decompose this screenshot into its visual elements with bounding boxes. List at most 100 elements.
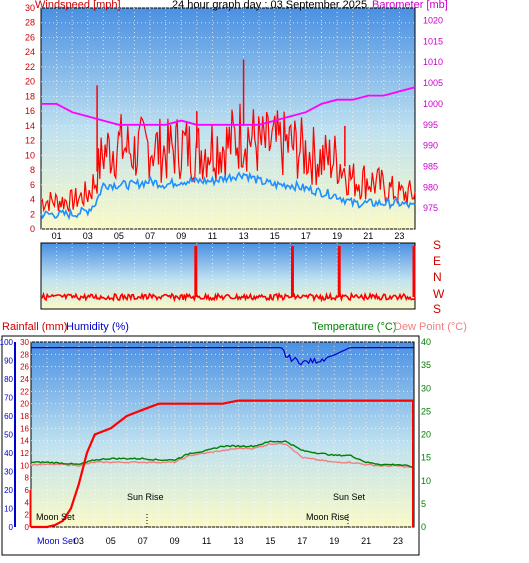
temp-x-tick-label: 13 xyxy=(233,536,243,546)
barometer-tick-label: 990 xyxy=(423,141,438,151)
rain-tick-label: 2 xyxy=(25,511,30,520)
barometer-line xyxy=(41,86,416,126)
wind-tick-label: 6 xyxy=(30,180,35,190)
wind-tick-label: 18 xyxy=(25,91,35,101)
barometer-tick-label: 975 xyxy=(423,203,438,213)
temp-tick-label: 35 xyxy=(421,360,431,370)
barometer-tick-label: 1005 xyxy=(423,78,443,88)
dewpoint-label: Dew Point (°C) xyxy=(394,321,467,333)
temp-x-tick-label: 07 xyxy=(138,536,148,546)
wind-grid xyxy=(41,7,415,230)
barometer-tick-label: 1015 xyxy=(423,36,443,46)
wind-x-tick-label: 13 xyxy=(239,231,249,241)
rain-tick-label: 28 xyxy=(20,350,29,359)
humidity-tick-label: 20 xyxy=(4,486,13,495)
compass-label: N xyxy=(433,270,442,284)
wind-series xyxy=(40,59,416,221)
chart-title: 24 hour graph day : 03 September 2025 xyxy=(172,0,367,11)
temp-x-tick-label: 17 xyxy=(297,536,307,546)
compass-label: S xyxy=(433,238,441,252)
temp-tick-label: 25 xyxy=(421,406,431,416)
humidity-tick-label: 0 xyxy=(9,523,14,532)
temp-x-tick-label: 15 xyxy=(265,536,275,546)
wind-tick-label: 30 xyxy=(25,3,35,13)
temp-x-tick-label: 23 xyxy=(393,536,403,546)
temp-x-tick-label: 03 xyxy=(74,536,84,546)
direction-line xyxy=(40,291,416,303)
temperature-line xyxy=(30,440,415,468)
wind-tick-label: 22 xyxy=(25,62,35,72)
wind-axis-title: Windspeed [mph] xyxy=(35,0,121,11)
temp-series xyxy=(29,347,415,529)
wind-x-tick-label: 03 xyxy=(83,231,93,241)
barometer-tick-label: 985 xyxy=(423,161,438,171)
avg-wind-line xyxy=(40,171,416,221)
temperature-label: Temperature (°C) xyxy=(312,321,396,333)
rain-tick-label: 4 xyxy=(25,498,30,507)
humidity-tick-label: 80 xyxy=(4,375,13,384)
rain-tick-label: 24 xyxy=(20,375,29,384)
wind-x-ticks: 01 03 05 07 09 11 13 15 17 19 21 23 xyxy=(52,231,405,241)
humidity-tick-label: 70 xyxy=(4,394,13,403)
rain-tick-label: 30 xyxy=(20,338,29,347)
rain-tick-label: 0 xyxy=(25,523,30,532)
rain-tick-label: 16 xyxy=(20,424,29,433)
moonrise-label: Moon Rise xyxy=(306,512,349,522)
temp-x-tick-label: 11 xyxy=(202,536,211,546)
barometer-axis-title: Barometer [mb] xyxy=(372,0,448,11)
temp-axis-ticks: 0102030405060708090100024681012141618202… xyxy=(0,337,431,546)
direction-grid xyxy=(56,243,400,309)
compass-label: W xyxy=(433,287,445,301)
windspeed-line xyxy=(40,103,416,213)
compass-label: E xyxy=(433,254,441,268)
temp-tick-label: 15 xyxy=(421,453,431,463)
humidity-tick-label: 40 xyxy=(4,449,13,458)
barometer-tick-label: 1000 xyxy=(423,99,443,109)
temp-x-tick-label: 05 xyxy=(106,536,116,546)
rainfall-label: Rainfall (mm) xyxy=(2,321,67,333)
wind-tick-label: 2 xyxy=(30,209,35,219)
wind-x-tick-label: 15 xyxy=(270,231,280,241)
wind-x-tick-label: 23 xyxy=(394,231,404,241)
wind-tick-label: 4 xyxy=(30,195,35,205)
barometer-axis-ticks: 975 980 985 990 995 1000 1005 1010 1015 1020 xyxy=(423,16,443,214)
wind-tick-label: 26 xyxy=(25,32,35,42)
humidity-tick-label: 10 xyxy=(4,505,13,514)
barometer-tick-label: 1020 xyxy=(423,16,443,26)
wind-tick-label: 24 xyxy=(25,47,35,57)
wind-x-tick-label: 17 xyxy=(301,231,311,241)
sunrise-label: Sun Rise xyxy=(127,492,164,502)
temp-tick-label: 0 xyxy=(421,522,426,532)
wind-x-tick-label: 11 xyxy=(208,231,217,241)
rain-tick-label: 18 xyxy=(20,412,29,421)
humidity-tick-label: 30 xyxy=(4,468,13,477)
wind-x-tick-label: 19 xyxy=(332,231,342,241)
sunset-label: Sun Set xyxy=(333,492,366,502)
barometer-tick-label: 1010 xyxy=(423,57,443,67)
humidity-line xyxy=(31,347,414,366)
wind-x-tick-label: 05 xyxy=(114,231,124,241)
wind-tick-label: 16 xyxy=(25,106,35,116)
temp-x-tick-label: 21 xyxy=(361,536,371,546)
temp-x-tick-label: 19 xyxy=(329,536,339,546)
wind-x-tick-label: 07 xyxy=(145,231,155,241)
rain-tick-label: 26 xyxy=(20,363,29,372)
rain-tick-label: 10 xyxy=(20,461,29,470)
rain-tick-label: 14 xyxy=(20,437,29,446)
rainfall-line xyxy=(31,399,414,529)
temp-tick-label: 5 xyxy=(421,499,426,509)
rain-tick-label: 22 xyxy=(20,387,29,396)
bottom-moonset-label: Moon Set xyxy=(37,536,76,546)
wind-x-tick-label: 01 xyxy=(52,231,62,241)
temp-tick-label: 40 xyxy=(421,337,431,347)
humidity-tick-label: 60 xyxy=(4,412,13,421)
rain-tick-label: 6 xyxy=(25,486,30,495)
barometer-tick-label: 980 xyxy=(423,182,438,192)
wind-tick-label: 14 xyxy=(25,121,35,131)
humidity-tick-label: 100 xyxy=(0,338,14,347)
compass-label: S xyxy=(433,302,441,316)
rain-tick-label: 8 xyxy=(25,474,30,483)
temp-x-tick-label: 09 xyxy=(170,536,180,546)
